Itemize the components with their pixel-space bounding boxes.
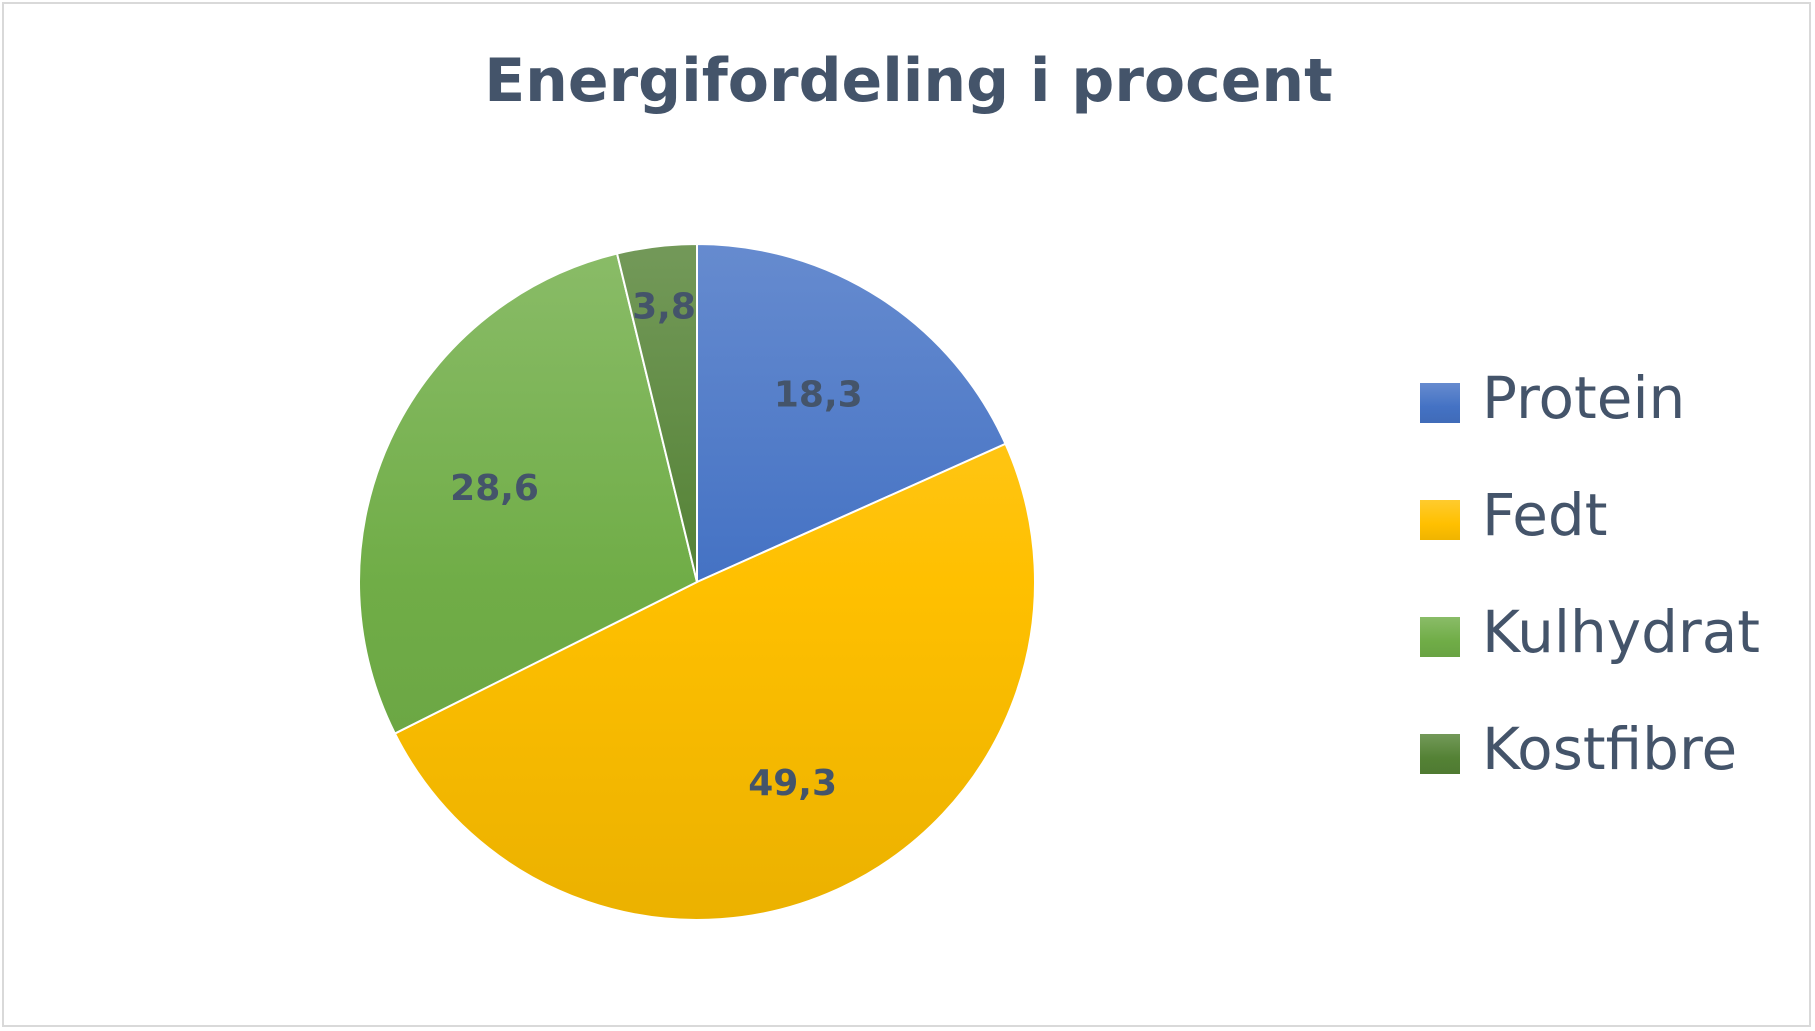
- data-label-protein: 18,3: [774, 374, 863, 415]
- chart-title: Energifordeling i procent: [484, 46, 1333, 116]
- legend-label-protein: Protein: [1482, 364, 1686, 432]
- legend-label-kostfibre: Kostfibre: [1482, 715, 1738, 783]
- pie-slice-protein: [696, 242, 1007, 584]
- data-label-kulhydrat: 28,6: [450, 468, 539, 509]
- data-label-fedt: 49,3: [748, 763, 837, 804]
- legend-swatch-protein: [1420, 383, 1460, 423]
- legend-swatch-kostfibre: [1420, 734, 1460, 774]
- legend-label-kulhydrat: Kulhydrat: [1482, 598, 1761, 666]
- pie-slice-fedt: [393, 442, 1036, 921]
- legend-swatch-fedt: [1420, 500, 1460, 540]
- data-label-kostfibre: 3,8: [632, 286, 696, 327]
- pie-slice-kostfibre: [615, 242, 698, 583]
- legend-label-fedt: Fedt: [1482, 481, 1608, 549]
- pie-slice-kulhydrat: [358, 252, 699, 735]
- pie-chart: 18,3 49,3 28,6 3,8: [358, 242, 1036, 921]
- legend-swatch-kulhydrat: [1420, 617, 1460, 657]
